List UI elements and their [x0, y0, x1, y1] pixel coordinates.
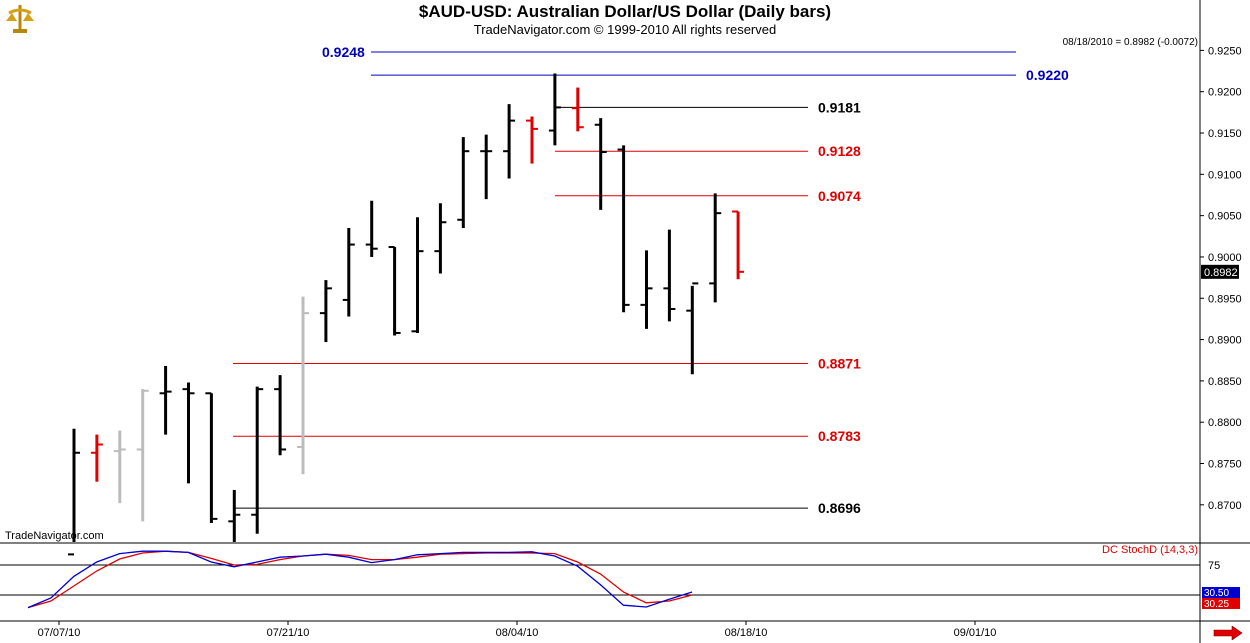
y-tick-label: 0.9250	[1208, 45, 1242, 57]
x-tick-label: 07/21/10	[267, 627, 310, 639]
stoch-d-label: 30.25	[1204, 599, 1229, 610]
x-axis: 07/07/10 07/21/10 08/04/10 08/18/10 09/01/10	[38, 621, 997, 639]
y-tick-label: 0.8850	[1208, 376, 1242, 388]
source-label: TradeNavigator.com	[5, 530, 104, 542]
y-tick-label: 0.9200	[1208, 87, 1242, 99]
stoch-k-label: 30.50	[1204, 588, 1229, 599]
y-tick-label: 0.8700	[1208, 500, 1242, 512]
stoch-tick-label: 75	[1208, 560, 1220, 572]
last-price-box	[1201, 264, 1239, 279]
y-tick-label: 0.9100	[1208, 169, 1242, 181]
stoch-d-line	[27, 550, 693, 609]
y-tick-label: 0.8800	[1208, 417, 1242, 429]
x-tick-label: 08/04/10	[496, 627, 539, 639]
chart-title: $AUD-USD: Australian Dollar/US Dollar (D…	[418, 2, 832, 21]
x-tick-label: 08/18/10	[725, 627, 768, 639]
y-tick-label: 0.8750	[1208, 459, 1242, 471]
level-label: 0.8783	[818, 428, 861, 444]
stoch-d-box	[1202, 598, 1240, 609]
y-tick-label: 0.8900	[1208, 335, 1242, 347]
price-pane: 0.9250 0.9200 0.9150 0.9100 0.9050 0.9000 0.89…	[68, 44, 1242, 556]
scroll-right-arrow-icon[interactable]	[1213, 626, 1243, 640]
stochastic-title: DC StochD (14,3,3)	[1102, 544, 1198, 556]
level-label: 0.9248	[322, 44, 365, 60]
level-label: 0.9128	[818, 143, 861, 159]
stoch-k-box	[1202, 587, 1240, 598]
level-label: 0.9220	[1026, 67, 1069, 83]
trade-navigator-logo-icon	[6, 5, 34, 33]
last-price-status: 08/18/2010 = 0.8982 (-0.0072)	[1062, 37, 1198, 48]
level-label: 0.9181	[818, 99, 861, 115]
level-label: 0.8871	[818, 356, 861, 372]
y-tick-label: 0.8950	[1208, 293, 1242, 305]
x-tick-label: 09/01/10	[954, 627, 997, 639]
chart-subtitle: TradeNavigator.com © 1999-2010 All right…	[473, 22, 777, 37]
last-price-label: 0.8982	[1204, 267, 1238, 279]
level-label: 0.8696	[818, 500, 861, 516]
stoch-k-line	[27, 550, 693, 609]
y-tick-label: 0.9050	[1208, 211, 1242, 223]
level-label: 0.9074	[818, 188, 861, 204]
x-tick-label: 07/07/10	[38, 627, 81, 639]
y-tick-label: 0.9150	[1208, 128, 1242, 140]
y-tick-label: 0.9000	[1208, 252, 1242, 264]
